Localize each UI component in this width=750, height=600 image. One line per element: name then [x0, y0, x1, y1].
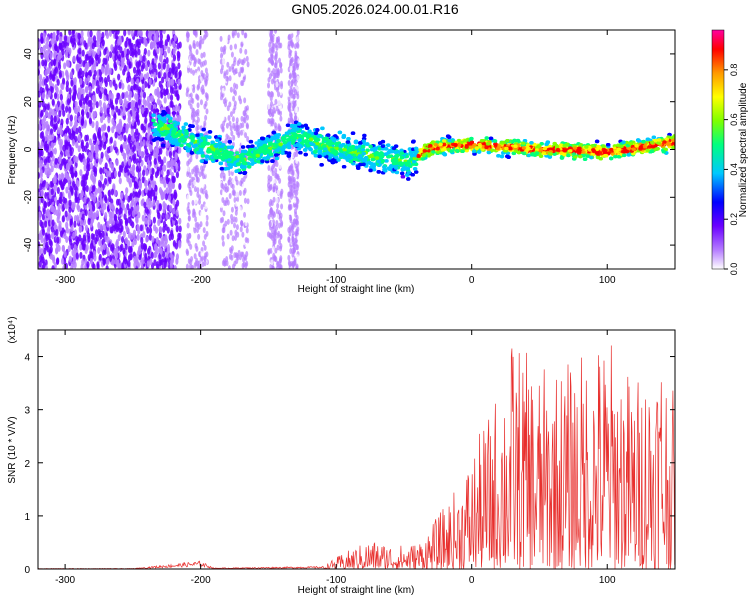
- colorbar-label: Normalized spectral amplitude: [738, 82, 749, 217]
- bottom-xlabel: Height of straight line (km): [298, 585, 415, 596]
- bottom-xtick-label: -300: [55, 575, 75, 586]
- top-xtick-label: -100: [326, 275, 346, 286]
- bottom-ytick-label: 4: [24, 353, 30, 364]
- bottom-xtick-label: -100: [326, 575, 346, 586]
- bottom-plot-frame: [37, 329, 676, 570]
- top-ylabel: Frequency (Hz): [7, 116, 18, 185]
- bottom-ytick-label: 0: [24, 565, 30, 576]
- top-xtick-label: 0: [469, 275, 475, 286]
- colorbar-tick-label: 0.6: [729, 113, 739, 126]
- snr-series-line: [38, 345, 675, 569]
- top-ytick-label: 0: [23, 146, 34, 152]
- top-xlabel: Height of straight line (km): [298, 284, 415, 295]
- chart-title: GN05.2026.024.00.01.R16: [291, 1, 459, 17]
- bottom-xtick-label: -200: [191, 575, 211, 586]
- top-ytick-label: -40: [23, 237, 34, 252]
- top-xtick-label: -300: [55, 275, 75, 286]
- top-xtick-label: -200: [191, 275, 211, 286]
- snr-plot: [38, 345, 675, 569]
- top-xtick-label: 100: [599, 275, 616, 286]
- bottom-xtick-label: 0: [469, 575, 475, 586]
- colorbar: [712, 30, 724, 269]
- colorbar-tick-label: 0.8: [729, 64, 739, 77]
- colorbar-tick-label: 0.4: [729, 163, 739, 176]
- bottom-ylabel: SNR (10 * V/V): [7, 416, 18, 483]
- top-ytick-label: -20: [23, 190, 34, 205]
- bottom-scale-label: (x10⁴): [7, 316, 18, 343]
- colorbar-tick-label: 0.0: [729, 263, 739, 276]
- bottom-ytick-label: 2: [24, 459, 30, 470]
- bottom-xtick-label: 100: [599, 575, 616, 586]
- spectrogram-plot: [38, 30, 675, 269]
- top-ytick-label: 20: [23, 96, 34, 108]
- colorbar-axis: 0.0 0.2 0.4 0.6 0.8: [711, 29, 739, 276]
- bottom-ytick-label: 3: [24, 406, 30, 417]
- top-ytick-label: 40: [23, 48, 34, 60]
- colorbar-tick-label: 0.2: [729, 213, 739, 226]
- bottom-axes: -300 -200 -100 0 100 0 1 2 3 4: [24, 330, 675, 586]
- bottom-ytick-label: 1: [24, 512, 30, 523]
